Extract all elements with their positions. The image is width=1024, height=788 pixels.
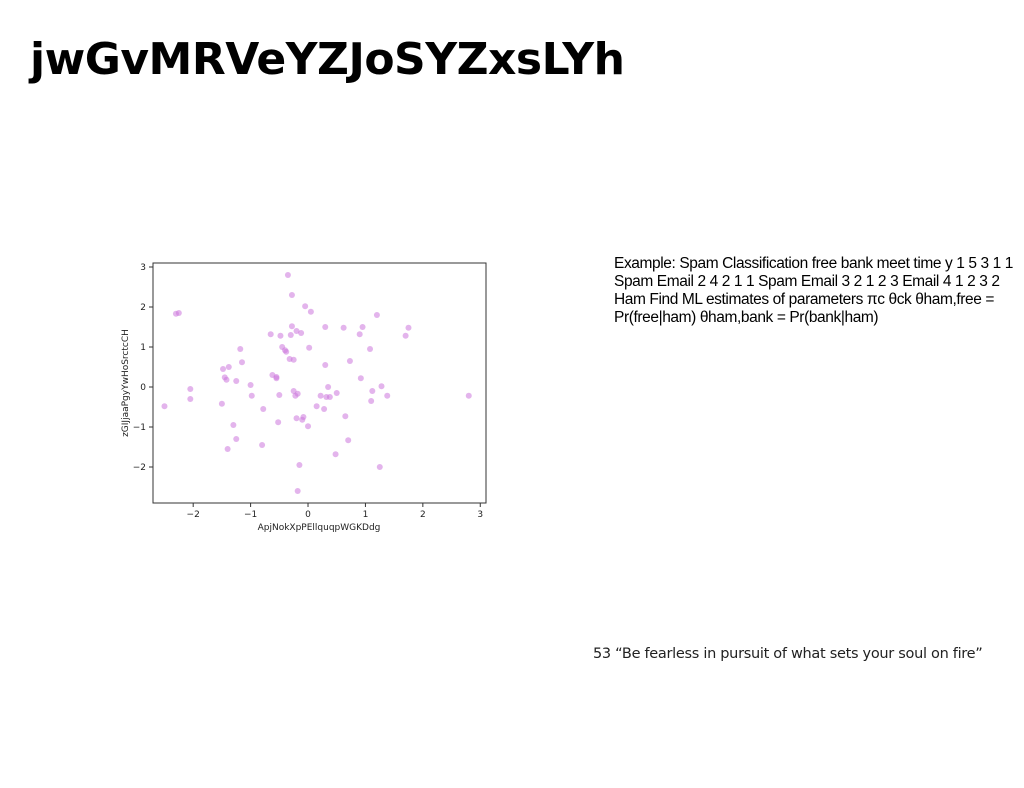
data-point bbox=[357, 375, 364, 382]
data-point bbox=[402, 332, 409, 339]
data-point bbox=[384, 392, 391, 399]
data-point bbox=[288, 323, 295, 330]
scatter-plot-svg: −2 −1 0 1 2 3 −2 −1 0 1 2 3 ApjNokXpPEllquqpWGKDdg… bbox=[121, 262, 487, 533]
data-point bbox=[187, 396, 194, 402]
data-point bbox=[307, 308, 314, 315]
data-point bbox=[356, 331, 363, 338]
data-point bbox=[233, 436, 240, 442]
data-point bbox=[346, 358, 353, 364]
data-point bbox=[187, 386, 194, 392]
data-point bbox=[223, 376, 230, 383]
data-point bbox=[247, 382, 254, 388]
data-point bbox=[317, 392, 324, 399]
slide-title: jwGvMRVeYZJoSYZxsLYh bbox=[30, 34, 625, 85]
data-point bbox=[275, 419, 282, 426]
data-point bbox=[405, 324, 412, 331]
y-tick-label: 0 bbox=[140, 383, 146, 393]
data-point bbox=[259, 442, 266, 448]
data-point bbox=[230, 422, 237, 428]
data-point bbox=[218, 400, 225, 407]
data-point bbox=[224, 446, 231, 452]
data-point bbox=[321, 406, 328, 412]
data-point bbox=[326, 394, 333, 400]
x-tick-label: 3 bbox=[477, 510, 483, 520]
data-point bbox=[276, 392, 283, 398]
data-point bbox=[300, 414, 307, 420]
data-point bbox=[287, 332, 294, 338]
data-point bbox=[367, 346, 374, 352]
data-point bbox=[465, 392, 472, 399]
data-point bbox=[325, 384, 332, 390]
data-point bbox=[305, 423, 312, 430]
data-point bbox=[296, 462, 303, 468]
data-point bbox=[298, 330, 305, 336]
data-point bbox=[277, 332, 284, 339]
x-tick-label: 1 bbox=[363, 510, 369, 520]
data-point bbox=[260, 406, 267, 412]
footer-quote: 53 “Be fearless in pursuit of what sets … bbox=[593, 646, 983, 662]
data-point bbox=[368, 398, 375, 404]
y-tick-label: −2 bbox=[133, 463, 146, 473]
data-point bbox=[340, 324, 347, 331]
y-tick-label: −1 bbox=[133, 423, 146, 433]
data-point bbox=[294, 390, 301, 397]
data-point bbox=[294, 488, 301, 494]
data-point bbox=[284, 272, 291, 278]
y-tick-label: 1 bbox=[140, 343, 146, 353]
data-point bbox=[322, 362, 329, 368]
data-point bbox=[333, 390, 340, 396]
data-point bbox=[302, 303, 309, 310]
data-point bbox=[359, 324, 366, 330]
x-tick-label: −2 bbox=[187, 510, 200, 520]
example-text: Example: Spam Classification free bank m… bbox=[614, 255, 1014, 326]
data-point bbox=[161, 403, 168, 410]
data-point bbox=[267, 331, 274, 338]
data-point bbox=[293, 328, 300, 334]
data-point bbox=[345, 437, 352, 444]
data-point bbox=[225, 364, 232, 370]
data-point bbox=[378, 383, 385, 390]
data-points bbox=[161, 272, 472, 494]
data-point bbox=[322, 324, 329, 330]
y-tick-label: 2 bbox=[140, 303, 146, 313]
data-point bbox=[342, 413, 349, 420]
data-point bbox=[313, 403, 320, 410]
data-point bbox=[306, 344, 313, 351]
plot-frame bbox=[152, 262, 487, 504]
x-tick-label: −1 bbox=[244, 510, 257, 520]
data-point bbox=[288, 292, 295, 298]
y-axis: −2 −1 0 1 2 3 bbox=[133, 263, 153, 473]
x-tick-label: 2 bbox=[420, 510, 426, 520]
scatter-plot: −2 −1 0 1 2 3 −2 −1 0 1 2 3 ApjNokXpPEllquqpWGKDdg… bbox=[110, 255, 500, 535]
data-point bbox=[332, 451, 339, 458]
data-point bbox=[293, 415, 300, 422]
y-tick-label: 3 bbox=[140, 263, 146, 273]
data-point bbox=[373, 312, 380, 318]
data-point bbox=[238, 359, 245, 366]
x-axis-label: ApjNokXpPEllquqpWGKDdg bbox=[258, 523, 381, 533]
data-point bbox=[283, 348, 290, 355]
data-point bbox=[376, 464, 383, 470]
data-point bbox=[248, 392, 255, 399]
data-point bbox=[237, 346, 244, 352]
y-axis-label: zGIJjaaPgyYwHoSrctcCH bbox=[121, 329, 131, 437]
data-point bbox=[175, 310, 182, 316]
data-point bbox=[233, 378, 240, 384]
data-point bbox=[220, 366, 227, 372]
data-point bbox=[369, 388, 376, 394]
x-axis: −2 −1 0 1 2 3 bbox=[187, 503, 483, 520]
data-point bbox=[290, 356, 297, 363]
data-point bbox=[273, 374, 280, 380]
x-tick-label: 0 bbox=[305, 510, 311, 520]
